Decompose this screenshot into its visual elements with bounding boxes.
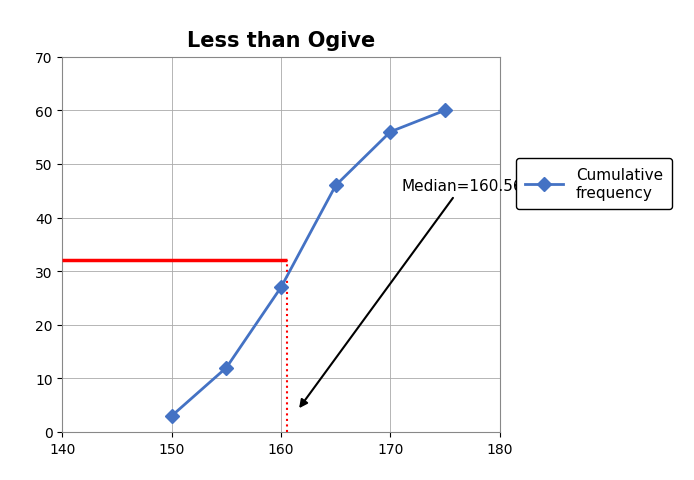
Cumulative
frequency bbox=[441, 108, 449, 114]
Cumulative
frequency bbox=[168, 413, 176, 419]
Cumulative
frequency bbox=[387, 130, 395, 135]
Cumulative
frequency bbox=[277, 285, 285, 290]
Title: Less than Ogive: Less than Ogive bbox=[187, 31, 375, 50]
Line: Cumulative
frequency: Cumulative frequency bbox=[167, 106, 450, 421]
Cumulative
frequency bbox=[332, 183, 340, 189]
Text: Median=160.56: Median=160.56 bbox=[301, 179, 523, 407]
Legend: Cumulative
frequency: Cumulative frequency bbox=[516, 159, 672, 209]
Cumulative
frequency bbox=[222, 365, 230, 371]
